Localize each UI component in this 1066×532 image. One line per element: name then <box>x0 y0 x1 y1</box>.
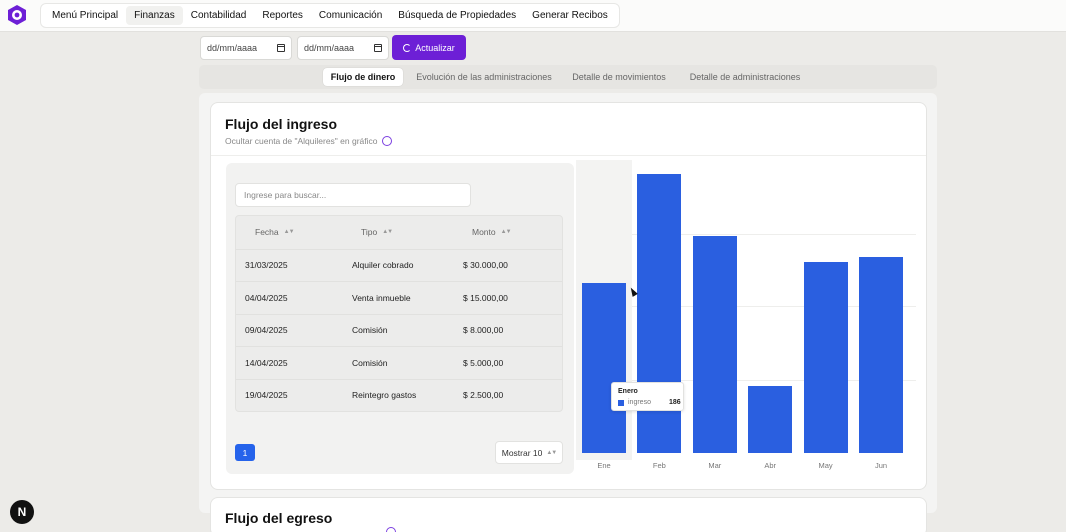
nav-item-busqueda-propiedades[interactable]: Búsqueda de Propiedades <box>398 10 517 21</box>
nav-item-generar-recibos[interactable]: Generar Recibos <box>532 10 608 21</box>
chart-x-tick-label: Jun <box>874 461 888 470</box>
refresh-icon <box>403 43 412 52</box>
nav-item-finanzas[interactable]: Finanzas <box>126 6 183 25</box>
chart-x-tick-label: May <box>818 461 833 470</box>
tab-bar: Flujo de dinero Evolución de las adminis… <box>199 65 937 89</box>
column-header-label: Fecha <box>255 227 279 238</box>
date-to-input[interactable]: dd/mm/aaaa <box>297 36 389 60</box>
date-to-placeholder: dd/mm/aaaa <box>304 43 355 53</box>
cell-monto: $ 8.000,00 <box>463 325 504 336</box>
income-title: Flujo del ingreso <box>225 116 338 132</box>
chart-bar[interactable] <box>859 257 903 453</box>
cell-tipo: Reintegro gastos <box>352 390 417 401</box>
column-header-tipo[interactable]: Tipo ▲▼ <box>361 216 393 249</box>
chart-tooltip: Enero ingreso 186 <box>611 382 684 411</box>
nav-item-contabilidad[interactable]: Contabilidad <box>190 10 247 21</box>
cell-fecha: 14/04/2025 <box>245 357 288 368</box>
calendar-icon[interactable] <box>374 44 382 52</box>
hide-rent-radio-expense[interactable] <box>386 527 396 532</box>
tooltip-value: 186 <box>669 399 681 406</box>
chart-gridline <box>632 380 916 381</box>
chart-bar[interactable] <box>692 235 737 453</box>
tab-evolucion-administraciones[interactable]: Evolución de las administraciones <box>416 72 552 82</box>
cell-monto: $ 30.000,00 <box>463 260 508 271</box>
hide-rent-radio[interactable] <box>381 136 392 146</box>
column-header-monto[interactable]: Monto ▲▼ <box>472 216 512 249</box>
chart-x-tick-label: Mar <box>708 461 722 470</box>
chart-gridline <box>632 234 916 235</box>
cell-tipo: Alquiler cobrado <box>352 260 414 271</box>
chevron-updown-icon: ▲▼ <box>546 449 557 456</box>
cell-tipo: Comisión <box>352 325 388 336</box>
chart-x-tick-label: Ene <box>597 461 611 470</box>
expense-title: Flujo del egreso <box>225 510 333 526</box>
chart-x-tick-label: Feb <box>652 461 666 470</box>
card-divider <box>211 155 926 156</box>
nav-item-reportes[interactable]: Reportes <box>262 10 303 21</box>
expense-card <box>210 497 927 532</box>
table-header-row: Fecha ▲▼ Tipo ▲▼ Monto ▲▼ <box>236 216 562 249</box>
table-row[interactable]: 09/04/2025 Comisión $ 8.000,00 <box>236 313 562 347</box>
sort-icon[interactable]: ▲▼ <box>500 229 512 236</box>
table-row[interactable]: 31/03/2025 Alquiler cobrado $ 30.000,00 <box>236 248 562 282</box>
income-bar-chart: Ene Feb Mar Abr May Jun <box>576 160 916 480</box>
sort-icon[interactable]: ▲▼ <box>283 229 295 236</box>
nav-item-comunicacion[interactable]: Comunicación <box>318 10 383 21</box>
cell-tipo: Venta inmueble <box>352 292 411 303</box>
app-logo-icon[interactable] <box>6 4 28 26</box>
page-size-label: Mostrar 10 <box>501 447 543 458</box>
tooltip-swatch <box>618 400 624 406</box>
cell-tipo: Comisión <box>352 357 388 368</box>
tab-flujo-de-dinero[interactable]: Flujo de dinero <box>323 68 403 86</box>
hide-rent-toggle[interactable]: Ocultar cuenta de "Alquileres" en gráfic… <box>225 136 392 146</box>
dev-tools-badge[interactable]: N <box>10 500 34 524</box>
nav-item-menu-principal[interactable]: Menú Principal <box>52 10 119 21</box>
income-table: Fecha ▲▼ Tipo ▲▼ Monto ▲▼ 31/03/2025 Alq… <box>235 215 563 412</box>
column-header-label: Tipo <box>361 227 378 238</box>
update-button-label: Actualizar <box>415 42 455 53</box>
calendar-icon[interactable] <box>277 44 285 52</box>
tooltip-series: ingreso <box>628 399 651 406</box>
cell-fecha: 09/04/2025 <box>245 325 288 336</box>
sort-icon[interactable]: ▲▼ <box>382 229 393 236</box>
tooltip-title: Enero <box>618 388 638 395</box>
chart-bar[interactable] <box>582 282 626 453</box>
search-input[interactable]: Ingrese para buscar... <box>235 183 471 207</box>
chart-gridline <box>632 306 916 307</box>
column-header-fecha[interactable]: Fecha ▲▼ <box>255 216 295 249</box>
chart-x-tick-label: Abr <box>764 461 777 470</box>
table-row[interactable]: 14/04/2025 Comisión $ 5.000,00 <box>236 346 562 379</box>
cell-fecha: 04/04/2025 <box>245 292 288 303</box>
cell-fecha: 31/03/2025 <box>245 260 288 271</box>
date-from-input[interactable]: dd/mm/aaaa <box>200 36 292 60</box>
tab-detalle-movimientos[interactable]: Detalle de movimientos <box>572 72 666 82</box>
pagination-page-button[interactable]: 1 <box>235 444 255 461</box>
search-placeholder: Ingrese para buscar... <box>244 190 327 200</box>
cell-monto: $ 15.000,00 <box>463 292 508 303</box>
page-size-select[interactable]: Mostrar 10 ▲▼ <box>495 441 563 464</box>
date-from-placeholder: dd/mm/aaaa <box>207 43 258 53</box>
cell-monto: $ 2.500,00 <box>463 390 504 401</box>
main-nav: Menú Principal Finanzas Contabilidad Rep… <box>40 3 620 28</box>
chart-bar[interactable] <box>637 173 682 453</box>
tab-detalle-administraciones[interactable]: Detalle de administraciones <box>689 72 801 82</box>
table-row[interactable]: 19/04/2025 Reintegro gastos $ 2.500,00 <box>236 378 562 412</box>
update-button[interactable]: Actualizar <box>392 35 466 60</box>
table-row[interactable]: 04/04/2025 Venta inmueble $ 15.000,00 <box>236 281 562 314</box>
chart-bar[interactable] <box>748 386 793 453</box>
chart-bar[interactable] <box>803 261 848 453</box>
hide-rent-label: Ocultar cuenta de "Alquileres" en gráfic… <box>225 136 378 146</box>
cell-monto: $ 5.000,00 <box>463 357 504 368</box>
top-navbar: Menú Principal Finanzas Contabilidad Rep… <box>0 0 1066 32</box>
cell-fecha: 19/04/2025 <box>245 390 288 401</box>
column-header-label: Monto <box>472 227 496 238</box>
